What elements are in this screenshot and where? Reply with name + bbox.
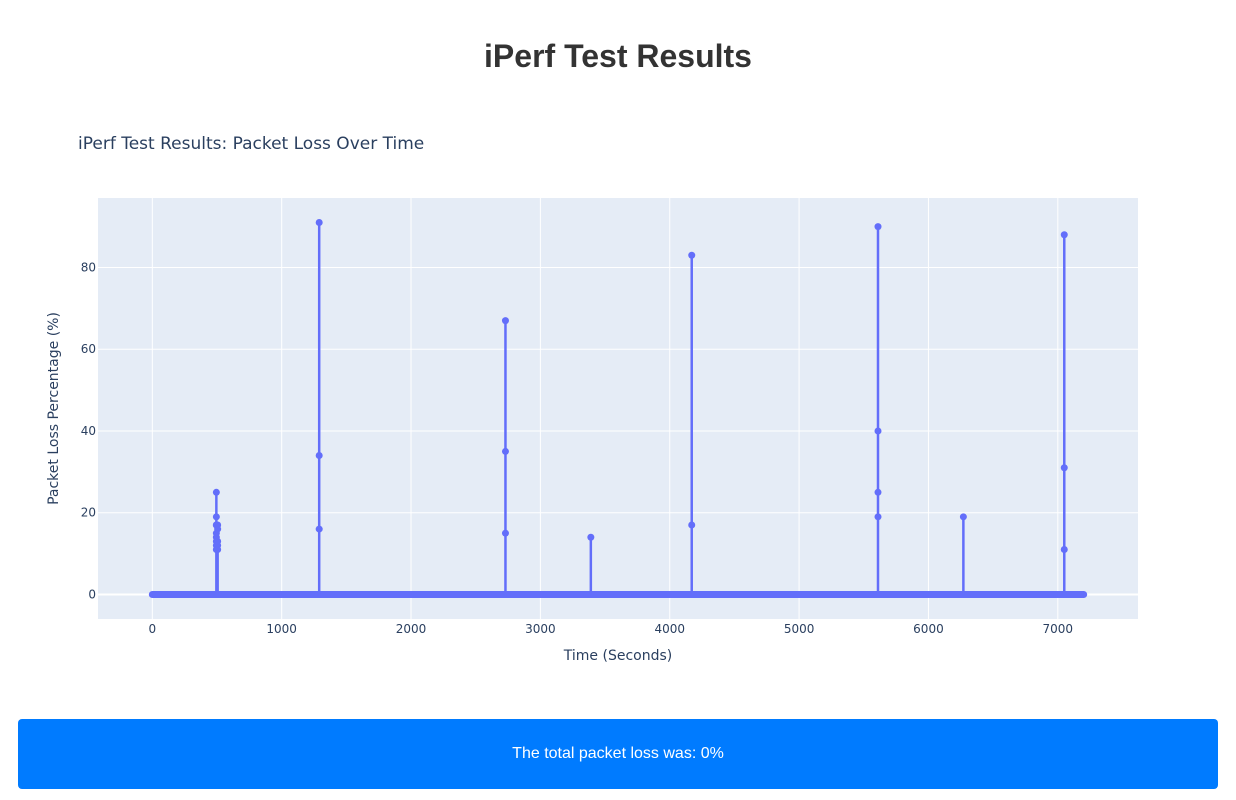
data-point bbox=[874, 427, 882, 435]
packet-loss-chart: iPerf Test Results: Packet Loss Over Tim… bbox=[46, 134, 1138, 664]
data-point bbox=[212, 513, 220, 521]
data-point bbox=[315, 452, 323, 460]
y-tick-label: 40 bbox=[81, 424, 96, 438]
chart-title: iPerf Test Results: Packet Loss Over Tim… bbox=[78, 134, 424, 154]
data-point bbox=[688, 251, 696, 259]
x-axis-ticks: 0 1000 2000 3000 4000 5000 6000 7000 bbox=[149, 622, 1074, 636]
summary-text: The total packet loss was: 0% bbox=[512, 745, 724, 762]
data-point bbox=[315, 525, 323, 533]
x-tick-label: 0 bbox=[149, 622, 157, 636]
data-point bbox=[1060, 464, 1068, 472]
y-tick-label: 20 bbox=[81, 506, 96, 520]
page-title: iPerf Test Results bbox=[484, 38, 752, 74]
data-point bbox=[315, 219, 323, 227]
y-tick-label: 60 bbox=[81, 342, 96, 356]
x-tick-label: 7000 bbox=[1043, 622, 1074, 636]
x-tick-label: 4000 bbox=[654, 622, 685, 636]
data-point bbox=[212, 488, 220, 496]
data-point bbox=[688, 521, 696, 529]
y-axis-ticks: 0 20 40 60 80 bbox=[81, 260, 96, 601]
y-axis-title: Packet Loss Percentage (%) bbox=[46, 312, 62, 505]
y-tick-label: 0 bbox=[88, 587, 96, 601]
data-point bbox=[874, 488, 882, 496]
data-point bbox=[214, 521, 222, 529]
data-point bbox=[1060, 231, 1068, 239]
data-point bbox=[874, 513, 882, 521]
data-point bbox=[501, 447, 509, 455]
x-tick-label: 2000 bbox=[396, 622, 427, 636]
plot-area bbox=[98, 198, 1138, 619]
y-tick-label: 80 bbox=[81, 260, 96, 274]
packet-loss-summary: The total packet loss was: 0% bbox=[18, 719, 1218, 789]
x-tick-label: 5000 bbox=[784, 622, 815, 636]
x-tick-label: 1000 bbox=[266, 622, 297, 636]
data-point bbox=[214, 537, 222, 545]
data-point bbox=[587, 533, 595, 541]
x-axis-title: Time (Seconds) bbox=[563, 648, 672, 664]
data-point bbox=[874, 223, 882, 231]
data-point bbox=[214, 546, 222, 554]
data-point bbox=[1060, 546, 1068, 554]
data-point bbox=[501, 529, 509, 537]
data-point bbox=[959, 513, 967, 521]
x-tick-label: 3000 bbox=[525, 622, 556, 636]
data-point bbox=[501, 317, 509, 325]
x-tick-label: 6000 bbox=[913, 622, 944, 636]
series-packet-loss bbox=[148, 219, 1088, 598]
